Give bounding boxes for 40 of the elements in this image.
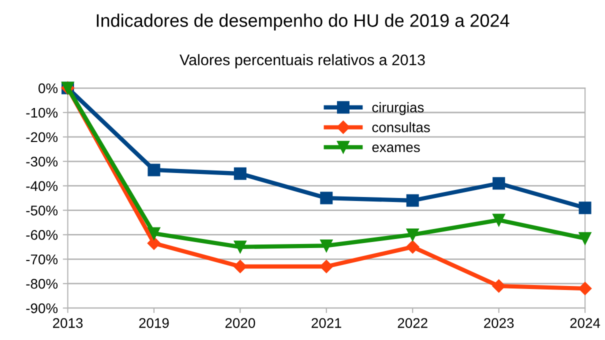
x-tick-label: 2020 bbox=[225, 318, 256, 328]
chart-subtitle: Valores percentuais relativos a 2013 bbox=[180, 54, 425, 68]
point bbox=[578, 232, 592, 245]
y-tick-label: -50% bbox=[26, 206, 58, 216]
point bbox=[492, 177, 506, 190]
y-tick-label: -20% bbox=[26, 132, 58, 142]
y-tick-label: 0% bbox=[38, 83, 58, 94]
point bbox=[320, 239, 333, 252]
point bbox=[234, 240, 246, 254]
point bbox=[406, 194, 419, 207]
point bbox=[320, 192, 333, 204]
point bbox=[320, 260, 333, 274]
y-tick-label: -80% bbox=[26, 278, 58, 289]
point bbox=[147, 236, 161, 250]
x-tick-label: 2024 bbox=[570, 318, 600, 328]
y-tick-label: -60% bbox=[26, 230, 58, 240]
legend-label: exames bbox=[372, 144, 420, 152]
y-tick-label: -70% bbox=[26, 254, 58, 264]
x-tick-label: 2021 bbox=[312, 318, 342, 328]
point bbox=[492, 279, 506, 293]
x-tick-label: 2019 bbox=[139, 318, 169, 328]
point bbox=[148, 164, 160, 176]
point bbox=[406, 228, 419, 241]
point bbox=[234, 260, 247, 274]
x-tick-label: 2013 bbox=[53, 318, 83, 328]
point bbox=[578, 202, 592, 214]
point bbox=[234, 167, 246, 180]
point bbox=[406, 240, 420, 254]
y-tick-label: -30% bbox=[26, 156, 58, 167]
point bbox=[492, 214, 506, 226]
y-tick-label: -90% bbox=[26, 303, 58, 314]
y-tick-label: -10% bbox=[26, 108, 58, 118]
legend-label: consultas bbox=[372, 122, 430, 132]
x-tick-label: 2022 bbox=[398, 318, 428, 328]
y-tick-label: -40% bbox=[26, 181, 58, 191]
legend-label: cirurgias bbox=[372, 102, 424, 116]
point bbox=[148, 227, 160, 240]
point bbox=[578, 282, 592, 296]
chart-title: Indicadores de desempenho do HU de 2019 a 2024 bbox=[96, 14, 510, 31]
x-tick-label: 2023 bbox=[484, 318, 514, 328]
